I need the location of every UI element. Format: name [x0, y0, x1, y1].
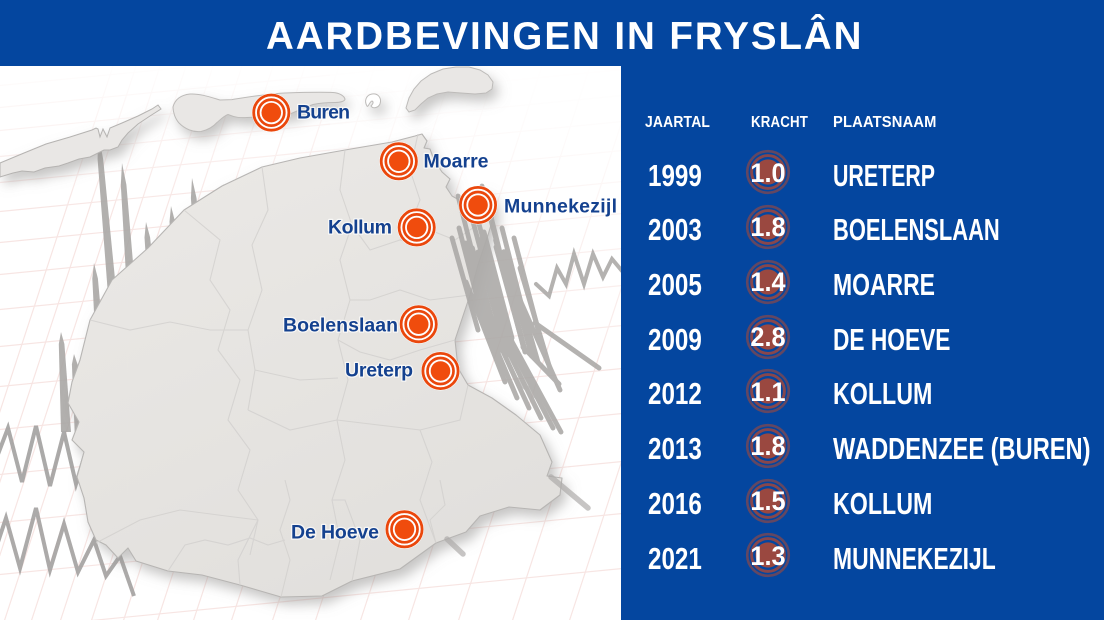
svg-text:Ureterp: Ureterp — [345, 360, 413, 382]
svg-text:Moarre: Moarre — [424, 150, 489, 172]
svg-text:Kollum: Kollum — [328, 216, 392, 238]
svg-text:Munnekezijl: Munnekezijl — [504, 195, 617, 217]
svg-text:Buren: Buren — [297, 102, 350, 124]
svg-text:De Hoeve: De Hoeve — [291, 522, 379, 544]
svg-text:Boelenslaan: Boelenslaan — [283, 314, 398, 336]
